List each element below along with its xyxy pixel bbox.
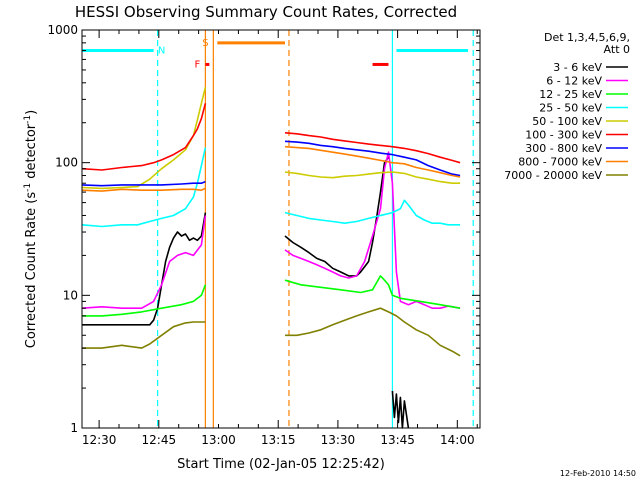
plot-frame	[81, 29, 481, 429]
series-layer	[81, 87, 461, 429]
series-6-segment-1	[284, 140, 461, 177]
marker-layer: N SF	[82, 30, 474, 428]
series-8-segment-0	[82, 321, 206, 349]
marker-label-2: S	[202, 38, 208, 49]
legend-label-6: 300 - 800 keV	[525, 142, 602, 155]
y-axis-label: Corrected Count Rate (s-1 detector-1)	[23, 110, 39, 348]
x-tick-label-2: 13:00	[201, 433, 236, 447]
x-tick-label-0: 12:30	[82, 433, 117, 447]
legend-label-4: 50 - 100 keV	[532, 115, 602, 128]
series-8-segment-1	[285, 307, 461, 357]
x-axis: 12:30 12:45 13:00 13:15 13:30 13:45 14:00	[82, 30, 478, 447]
series-1-segment-0	[81, 215, 207, 310]
series-6-segment-0	[81, 180, 206, 187]
legend-header-line2: Att 0	[604, 43, 630, 56]
legend-label-5: 100 - 300 keV	[525, 129, 602, 142]
legend-header-line1: Det 1,3,4,5,6,9,	[544, 31, 630, 44]
chart-title: HESSI Observing Summary Count Rates, Cor…	[75, 3, 457, 21]
series-3-segment-1	[284, 199, 461, 226]
series-0-segment-0	[82, 212, 207, 326]
legend-label-7: 800 - 7000 keV	[518, 156, 602, 169]
series-4-segment-0	[81, 87, 207, 190]
series-0-segment-1	[284, 156, 390, 277]
y-axis: 1 10 100 1000	[47, 23, 480, 435]
series-2-segment-0	[82, 284, 207, 317]
x-axis-label: Start Time (02-Jan-05 12:25:42)	[177, 457, 385, 472]
y-tick-label-2: 100	[55, 156, 78, 170]
series-5-segment-0	[81, 103, 207, 171]
marker-label-4: F	[195, 59, 201, 70]
legend-label-3: 25 - 50 keV	[539, 102, 602, 115]
y-tick-label-3: 1000	[47, 23, 78, 37]
x-tick-label-4: 13:30	[321, 433, 356, 447]
series-7-segment-1	[284, 145, 461, 178]
series-3-segment-0	[81, 147, 207, 228]
x-tick-label-1: 12:45	[142, 433, 177, 447]
y-tick-label-1: 10	[63, 288, 78, 302]
x-tick-label-5: 13:45	[380, 433, 415, 447]
series-5-segment-1	[284, 132, 461, 164]
legend-label-0: 3 - 6 keV	[553, 61, 602, 74]
y-tick-label-0: 1	[70, 421, 78, 435]
series-4-segment-1	[284, 171, 461, 184]
marker-label-0: N	[158, 46, 165, 57]
x-tick-label-6: 14:00	[440, 433, 475, 447]
legend-label-1: 6 - 12 keV	[546, 75, 602, 88]
series-2-segment-1	[284, 275, 461, 309]
series-1-segment-1	[284, 151, 461, 310]
x-tick-label-3: 13:15	[261, 433, 296, 447]
legend-label-2: 12 - 25 keV	[539, 88, 602, 101]
footer-timestamp: 12-Feb-2010 14:50	[560, 469, 636, 478]
series-7-segment-0	[81, 187, 206, 192]
series-0-segment-2	[391, 390, 410, 429]
legend-label-8: 7000 - 20000 keV	[504, 169, 602, 182]
